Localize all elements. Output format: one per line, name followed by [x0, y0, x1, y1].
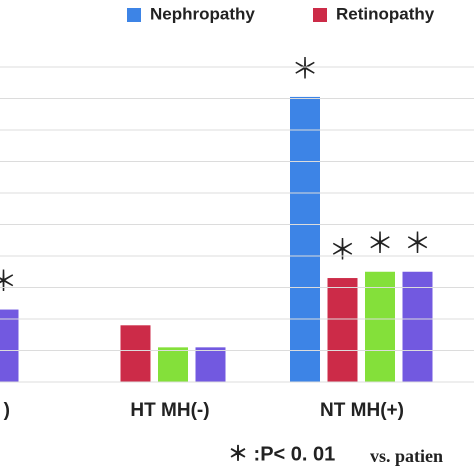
bar [195, 347, 226, 382]
annotation: ＊ [0, 266, 18, 297]
bar [0, 309, 19, 382]
legend-label: Nephropathy [150, 4, 255, 23]
bar [158, 347, 188, 382]
footnote: vs. patien [370, 446, 443, 466]
bar [327, 278, 358, 382]
bar [120, 325, 151, 382]
annotation: ＊ [403, 228, 431, 259]
x-tick-label: HT MH(-) [130, 400, 209, 421]
bar [402, 271, 433, 382]
x-tick-label: ) [4, 400, 10, 421]
legend-swatch [127, 8, 141, 22]
x-tick-label: NT MH(+) [320, 400, 404, 421]
legend-swatch [313, 8, 327, 22]
footnote: ＊ :P< 0. 01 [228, 443, 335, 465]
annotation: ＊ [366, 228, 394, 259]
annotation: ＊ [328, 234, 356, 265]
legend-label: Retinopathy [336, 4, 435, 23]
annotation: ＊ [291, 53, 319, 84]
bar [290, 96, 320, 383]
bar [365, 271, 395, 382]
